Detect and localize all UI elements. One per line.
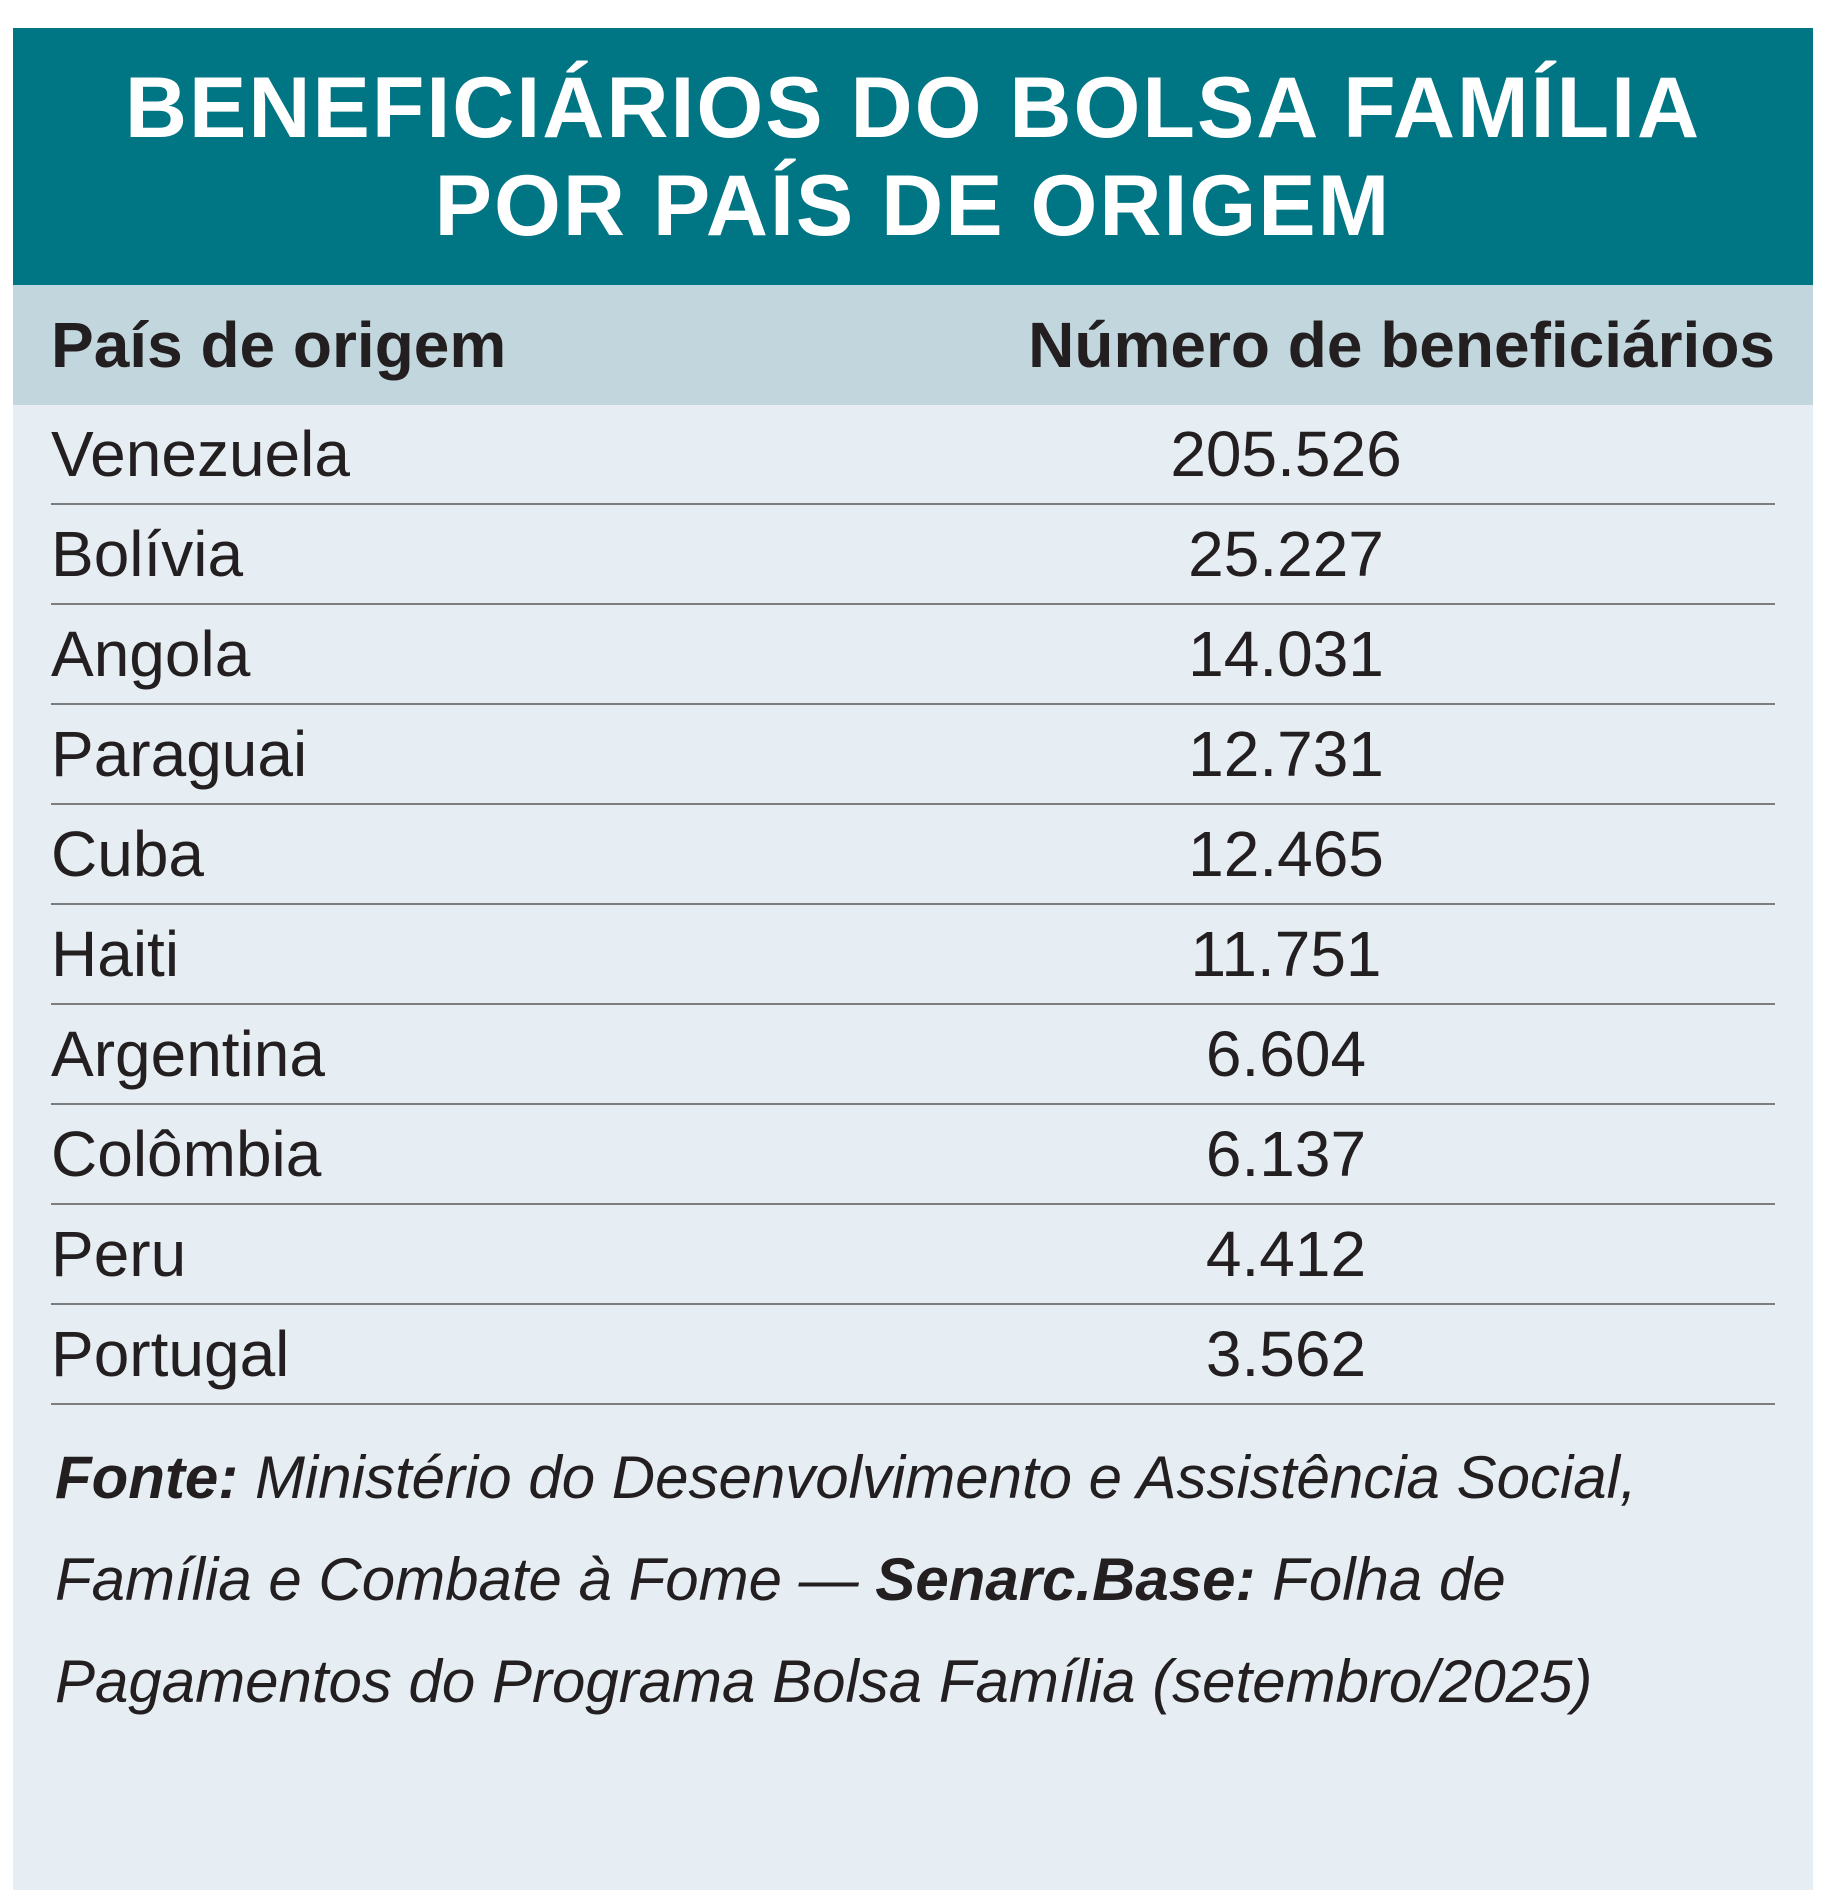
beneficiaries-count: 14.031 — [1188, 618, 1384, 690]
country-name: Bolívia — [51, 518, 244, 590]
beneficiaries-count: 11.751 — [1190, 918, 1382, 990]
country-name: Peru — [51, 1218, 187, 1290]
country-name: Haiti — [51, 918, 180, 990]
table-row: Bolívia 25.227 — [51, 505, 1775, 605]
beneficiaries-count: 12.465 — [1188, 818, 1384, 890]
beneficiaries-count: 205.526 — [1170, 418, 1402, 490]
country-name: Paraguai — [51, 718, 308, 790]
title-bar: BENEFICIÁRIOS DO BOLSA FAMÍLIA POR PAÍS … — [13, 28, 1813, 285]
infographic-card: BENEFICIÁRIOS DO BOLSA FAMÍLIA POR PAÍS … — [13, 28, 1813, 1890]
table-body: Venezuela 205.526 Bolívia 25.227 Angola … — [13, 405, 1813, 1405]
header-beneficiaries: Número de beneficiários — [1028, 309, 1775, 381]
country-name: Venezuela — [51, 418, 350, 490]
source-note: Fonte: Ministério do Desenvolvimento e A… — [13, 1405, 1813, 1733]
table-row: Portugal 3.562 — [51, 1305, 1775, 1405]
source-text: Ministério do Desenvolvimento e Assistên… — [55, 1444, 1637, 1613]
table-row: Cuba 12.465 — [51, 805, 1775, 905]
base-text: Folha de Pagamentos do Programa Bolsa Fa… — [55, 1546, 1593, 1715]
source-label: Fonte: — [55, 1444, 239, 1511]
beneficiaries-count: 3.562 — [1205, 1318, 1367, 1390]
table-row: Peru 4.412 — [51, 1205, 1775, 1305]
table-row: Colômbia 6.137 — [51, 1105, 1775, 1205]
beneficiaries-count: 4.412 — [1205, 1218, 1367, 1290]
beneficiaries-count: 25.227 — [1188, 518, 1384, 590]
header-country: País de origem — [51, 309, 507, 381]
country-name: Angola — [51, 618, 251, 690]
beneficiaries-count: 6.137 — [1205, 1118, 1367, 1190]
table-row: Angola 14.031 — [51, 605, 1775, 705]
country-name: Argentina — [51, 1018, 325, 1090]
beneficiaries-count: 6.604 — [1205, 1018, 1367, 1090]
beneficiaries-count: 12.731 — [1188, 718, 1384, 790]
base-label: Senarc.Base: — [875, 1546, 1256, 1613]
table-row: Haiti 11.751 — [51, 905, 1775, 1005]
table-row: Argentina 6.604 — [51, 1005, 1775, 1105]
page-title: BENEFICIÁRIOS DO BOLSA FAMÍLIA POR PAÍS … — [124, 59, 1702, 254]
table-header: País de origem Número de beneficiários — [13, 285, 1813, 405]
table-row: Venezuela 205.526 — [51, 405, 1775, 505]
table-row: Paraguai 12.731 — [51, 705, 1775, 805]
country-name: Cuba — [51, 818, 204, 890]
country-name: Colômbia — [51, 1118, 322, 1190]
country-name: Portugal — [51, 1318, 290, 1390]
